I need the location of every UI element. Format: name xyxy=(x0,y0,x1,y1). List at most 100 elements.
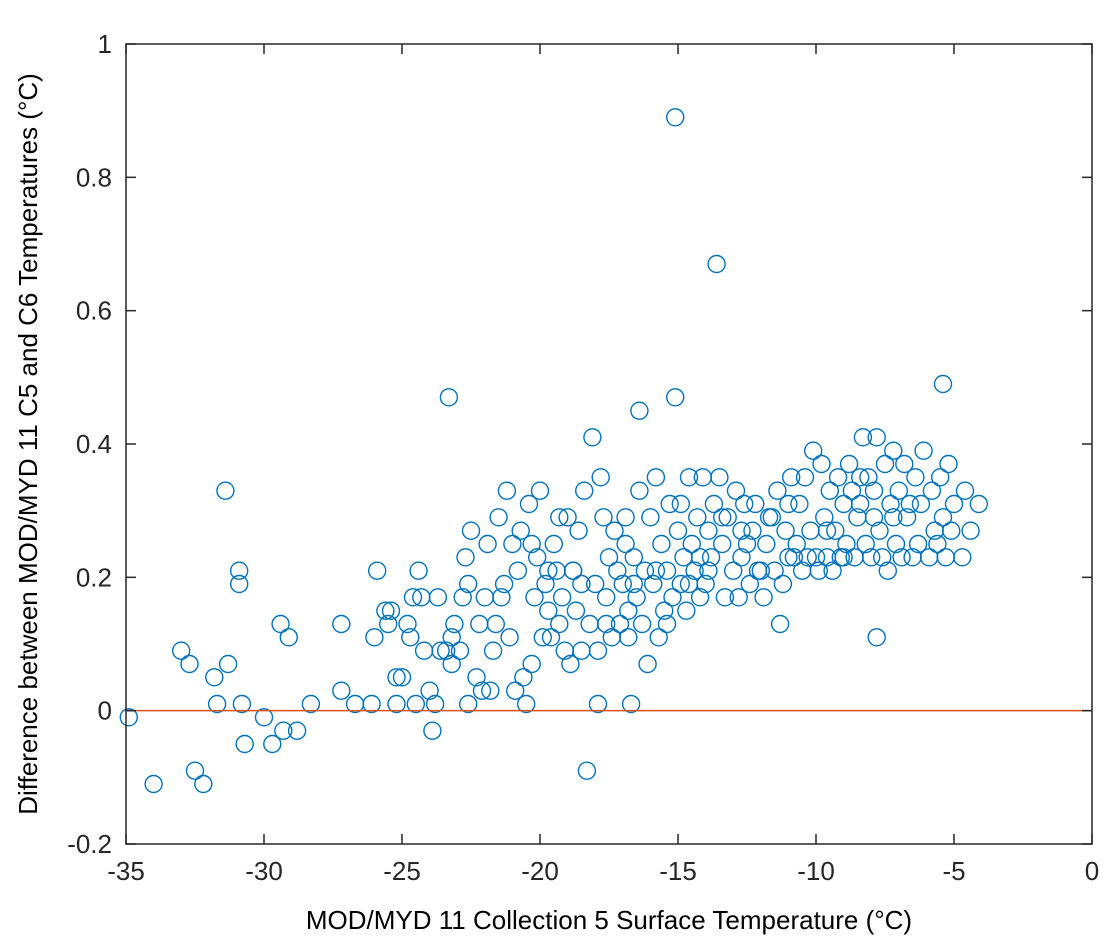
data-point xyxy=(884,508,903,527)
data-point xyxy=(759,508,779,527)
data-point xyxy=(638,654,657,674)
data-point xyxy=(630,401,649,420)
data-point xyxy=(254,708,274,727)
data-point xyxy=(773,574,793,594)
data-point xyxy=(194,774,213,794)
data-point xyxy=(922,481,942,500)
data-point xyxy=(944,494,964,514)
y-tick-label: -0.2 xyxy=(67,829,112,859)
data-point xyxy=(229,574,249,594)
data-point xyxy=(740,574,759,594)
data-point xyxy=(953,548,972,567)
data-point xyxy=(624,548,643,567)
data-point xyxy=(804,441,823,460)
data-point xyxy=(387,668,406,687)
data-point xyxy=(583,428,602,447)
data-point xyxy=(666,108,685,127)
data-point xyxy=(815,508,834,527)
data-point xyxy=(528,548,547,567)
data-point xyxy=(566,601,586,620)
data-point xyxy=(431,641,450,660)
data-point xyxy=(271,614,290,634)
data-point xyxy=(892,548,911,567)
data-point xyxy=(616,534,635,554)
data-point xyxy=(561,654,580,674)
data-point xyxy=(931,468,950,487)
x-tick-label: -5 xyxy=(942,856,965,886)
data-point xyxy=(619,628,638,647)
data-point xyxy=(287,721,307,740)
data-point xyxy=(456,548,475,567)
data-point xyxy=(563,561,583,580)
data-point xyxy=(701,548,721,567)
data-point xyxy=(461,521,481,540)
data-point xyxy=(500,628,519,647)
data-point xyxy=(864,481,884,500)
data-point xyxy=(428,588,448,607)
y-axis-ticks: -0.2 0 0.2 0.4 0.6 0.8 1 xyxy=(67,29,1092,859)
data-point xyxy=(608,561,627,580)
y-tick-label: 0.2 xyxy=(76,562,112,592)
data-point xyxy=(144,774,163,794)
data-point xyxy=(632,614,652,634)
data-point xyxy=(853,428,873,447)
data-point xyxy=(442,654,461,674)
data-point xyxy=(624,574,643,594)
data-point xyxy=(376,601,395,620)
data-point xyxy=(459,574,478,594)
data-point xyxy=(707,254,726,274)
data-point xyxy=(828,468,848,487)
data-point xyxy=(218,654,238,674)
data-point xyxy=(737,534,757,554)
data-point xyxy=(718,508,737,527)
data-point xyxy=(837,534,856,554)
data-point xyxy=(652,534,671,554)
x-tick-label: -10 xyxy=(797,856,835,886)
x-tick-label: -15 xyxy=(659,856,697,886)
data-point xyxy=(671,494,690,514)
data-point xyxy=(688,508,707,527)
data-point xyxy=(536,574,555,594)
data-point xyxy=(779,494,798,514)
data-point xyxy=(779,548,798,567)
data-points xyxy=(119,108,988,794)
data-point xyxy=(492,588,511,607)
data-point xyxy=(961,521,980,540)
data-point xyxy=(646,468,666,487)
data-point xyxy=(552,588,572,607)
data-point xyxy=(619,601,638,620)
data-point xyxy=(699,561,718,580)
data-point xyxy=(508,561,528,580)
data-point xyxy=(886,534,906,554)
data-point xyxy=(748,561,768,580)
data-point xyxy=(332,681,351,700)
data-point xyxy=(381,601,401,620)
data-point xyxy=(621,694,641,714)
data-point xyxy=(754,588,773,607)
data-point xyxy=(942,521,961,540)
data-point xyxy=(514,668,533,687)
data-point xyxy=(379,614,398,634)
data-point xyxy=(365,628,384,647)
data-point xyxy=(616,508,635,527)
data-point xyxy=(862,548,881,567)
data-point xyxy=(511,521,530,540)
data-point xyxy=(690,548,710,567)
data-point xyxy=(784,548,804,567)
data-point xyxy=(235,734,254,754)
data-point xyxy=(889,481,908,500)
data-point xyxy=(401,628,420,647)
data-point xyxy=(635,561,655,580)
data-point xyxy=(539,561,558,580)
y-tick-label: 0.8 xyxy=(76,162,112,192)
plot-area xyxy=(126,44,1092,844)
data-point xyxy=(591,468,610,487)
data-point xyxy=(459,694,478,714)
data-point xyxy=(453,588,472,607)
data-point xyxy=(969,494,988,514)
data-point xyxy=(928,534,947,554)
data-point xyxy=(682,534,701,554)
data-point xyxy=(409,561,428,580)
data-point xyxy=(870,521,889,540)
data-point xyxy=(823,561,842,580)
